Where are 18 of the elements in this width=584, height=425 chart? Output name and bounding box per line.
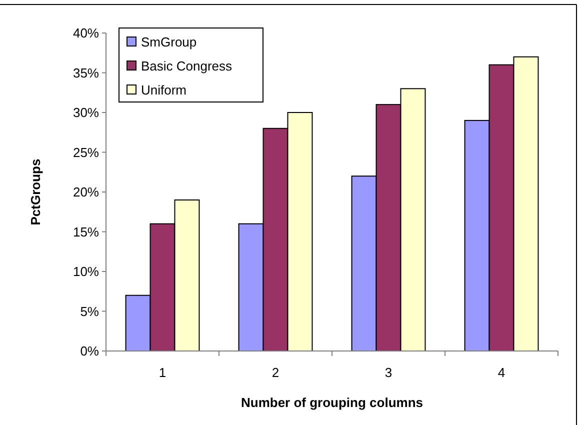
y-tick-label: 5% xyxy=(80,304,100,319)
x-tick-label: 2 xyxy=(272,365,280,380)
y-tick-label: 25% xyxy=(72,144,100,160)
x-axis-title: Number of grouping columns xyxy=(241,395,423,410)
legend-label: Uniform xyxy=(141,82,187,98)
y-tick-label: 20% xyxy=(72,184,100,200)
x-tick-label: 1 xyxy=(158,365,166,380)
x-tick-label: 4 xyxy=(498,365,506,380)
y-tick-label: 35% xyxy=(72,65,100,80)
legend-label: SmGroup xyxy=(141,34,197,50)
y-tick-label: 10% xyxy=(72,264,100,280)
y-tick-label: 40% xyxy=(72,26,100,41)
y-axis-title: PctGroups xyxy=(28,158,43,226)
y-tick-label: 0% xyxy=(80,344,100,359)
y-tick-label: 30% xyxy=(72,105,100,120)
legend-label: Basic Congress xyxy=(141,58,233,74)
y-tick-label: 15% xyxy=(72,224,100,240)
x-tick-label: 3 xyxy=(384,365,392,380)
